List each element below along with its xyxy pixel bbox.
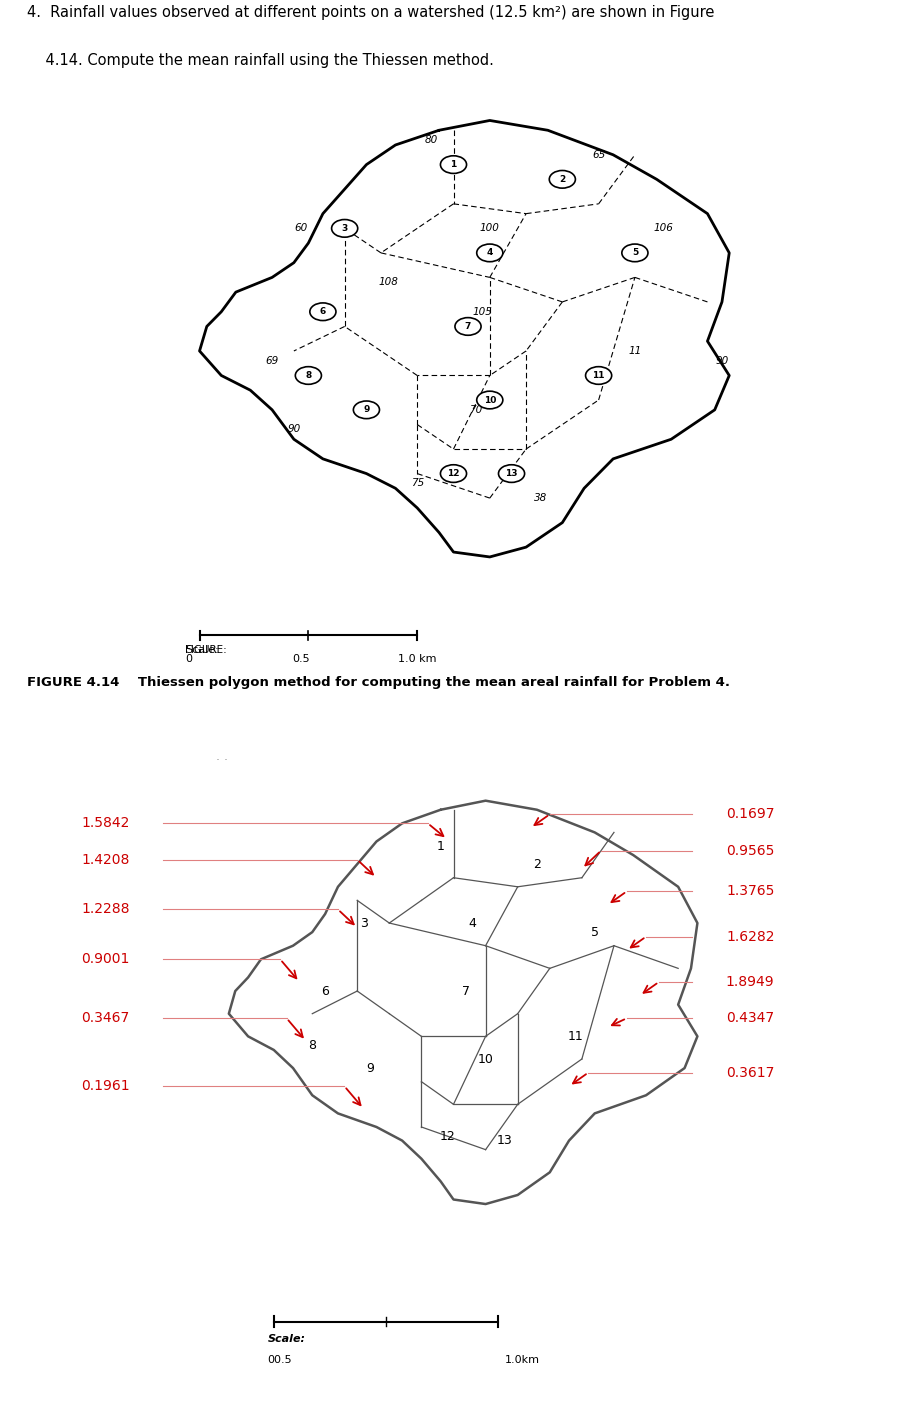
Text: 1: 1	[451, 161, 456, 169]
Text: 106: 106	[654, 223, 674, 234]
Text: 90: 90	[288, 424, 300, 434]
Text: 0.1697: 0.1697	[726, 808, 775, 821]
Text: 0.4347: 0.4347	[727, 1011, 775, 1025]
Text: 1.5842: 1.5842	[82, 816, 130, 830]
Text: Scale:: Scale:	[268, 1334, 306, 1344]
Text: 4.  Rainfall values observed at different points on a watershed (12.5 km²) are s: 4. Rainfall values observed at different…	[27, 4, 715, 20]
Text: 0.3617: 0.3617	[727, 1066, 775, 1080]
Text: 7: 7	[463, 984, 471, 997]
Text: 4.14. Compute the mean rainfall using the Thiessen method.: 4.14. Compute the mean rainfall using th…	[27, 54, 494, 68]
Circle shape	[310, 303, 336, 320]
Text: 9: 9	[366, 1062, 374, 1074]
Text: Scale:: Scale:	[185, 644, 219, 654]
Text: 1.6282: 1.6282	[726, 929, 775, 943]
Text: 1.0km: 1.0km	[505, 1355, 540, 1365]
Text: 10: 10	[478, 1052, 493, 1066]
Text: 1.4208: 1.4208	[82, 853, 130, 867]
Text: 1: 1	[437, 839, 444, 853]
Text: 13: 13	[505, 470, 518, 478]
Text: 00.5: 00.5	[268, 1355, 292, 1365]
Circle shape	[455, 317, 481, 336]
Text: FIGURE 4.14    Thiessen polygon method for computing the mean areal rainfall for: FIGURE 4.14 Thiessen polygon method for …	[27, 675, 730, 689]
Text: 65: 65	[592, 149, 605, 159]
Text: 11: 11	[568, 1029, 583, 1043]
Text: 3: 3	[342, 224, 347, 233]
Text: 1.2288: 1.2288	[82, 902, 130, 916]
Circle shape	[550, 171, 575, 188]
Text: 0.3467: 0.3467	[82, 1011, 130, 1025]
Circle shape	[441, 155, 466, 173]
Text: 90: 90	[716, 355, 728, 365]
Text: 1.3765: 1.3765	[727, 884, 775, 898]
Text: 1.0 km: 1.0 km	[398, 654, 436, 664]
Text: 38: 38	[534, 493, 547, 503]
Text: 12: 12	[439, 1129, 455, 1142]
Text: 60: 60	[295, 223, 307, 234]
Text: 10: 10	[483, 396, 496, 405]
Circle shape	[499, 465, 524, 482]
Circle shape	[441, 465, 466, 482]
Text: 4: 4	[486, 248, 493, 258]
Text: 75: 75	[411, 478, 424, 488]
Circle shape	[477, 391, 502, 409]
Text: FIGURE:: FIGURE:	[185, 644, 227, 654]
Text: 5: 5	[590, 925, 599, 939]
Circle shape	[622, 244, 648, 262]
Text: 0.1961: 0.1961	[82, 1079, 130, 1093]
Text: 5: 5	[632, 248, 638, 258]
Text: 2: 2	[560, 175, 565, 183]
Text: 13: 13	[497, 1134, 512, 1148]
Text: 0.9001: 0.9001	[82, 952, 130, 966]
Text: 8: 8	[306, 371, 311, 379]
Circle shape	[586, 367, 611, 385]
Text: 6: 6	[320, 307, 326, 316]
Text: 8: 8	[308, 1039, 317, 1052]
Text: 105: 105	[473, 307, 493, 317]
Text: 0: 0	[185, 654, 192, 664]
Text: 12: 12	[447, 470, 460, 478]
Circle shape	[332, 220, 357, 237]
Circle shape	[296, 367, 321, 385]
Text: 70: 70	[469, 405, 482, 415]
Text: 9: 9	[363, 405, 370, 415]
Text: 69: 69	[266, 355, 278, 365]
Text: 6: 6	[321, 984, 329, 997]
Text: 1.8949: 1.8949	[726, 974, 775, 988]
Text: 100: 100	[480, 223, 500, 234]
Text: 7: 7	[464, 321, 472, 331]
Text: 0.9565: 0.9565	[727, 843, 775, 857]
Circle shape	[354, 400, 379, 419]
Circle shape	[477, 244, 502, 262]
Text: 2: 2	[533, 857, 541, 870]
Text: 108: 108	[378, 278, 398, 288]
Text: 3: 3	[360, 916, 367, 929]
Text: 4: 4	[469, 916, 477, 929]
Text: 11: 11	[629, 345, 641, 355]
Text: 11: 11	[592, 371, 605, 379]
Text: 0.5: 0.5	[292, 654, 310, 664]
Text: 80: 80	[425, 135, 438, 145]
Text: . .: . .	[216, 750, 228, 763]
